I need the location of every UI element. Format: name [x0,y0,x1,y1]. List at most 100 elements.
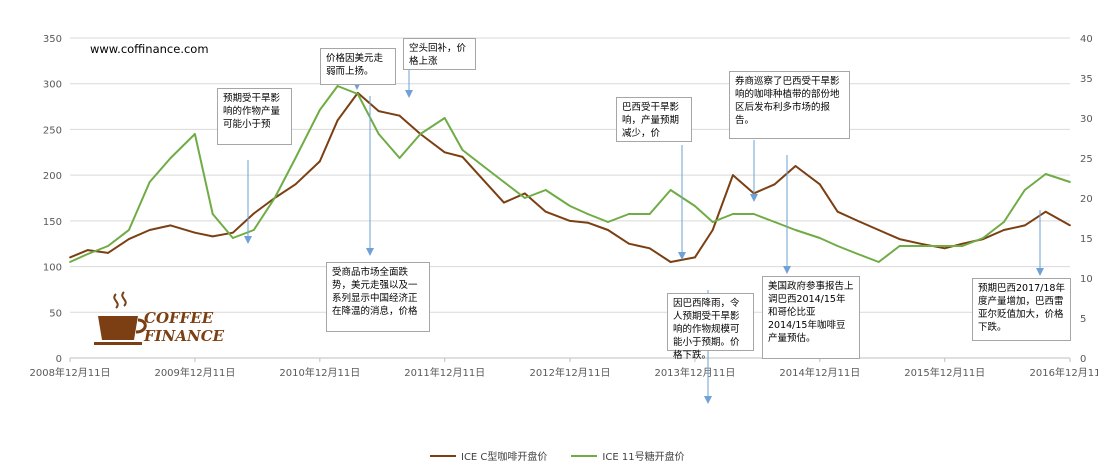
coffee-point-32 [732,174,734,177]
x-tick-label-1: 2009年12月11日 [154,366,235,379]
y-right-tick-1: 5 [1080,314,1086,325]
sugar-point-28 [648,213,651,215]
legend-swatch-sugar [571,454,598,457]
y-right-tick-2: 10 [1080,274,1093,285]
sugar-point-43 [961,245,964,247]
legend-label-sugar: ICE 11号糖开盘价 [602,452,685,463]
y-right-tick-4: 20 [1080,194,1093,205]
sugar-point-29 [669,189,672,191]
sugar-point-34 [773,221,776,223]
website-label: www.coffinance.com [90,42,209,56]
x-tick-label-4: 2012年12月11日 [530,366,611,379]
sugar-point-47 [1044,173,1047,175]
x-tick-label-6: 2014年12月11日 [779,366,860,379]
sugar-point-14 [356,93,359,95]
coffee-point-8 [232,231,234,234]
y-axis-left: 0 50 100 150 200 250 300 350 [43,34,62,365]
sugar-point-3 [127,229,130,231]
sugar-point-25 [586,213,589,215]
coffee-point-21 [503,201,505,204]
coffee-point-9 [252,212,255,215]
logo-text-1: COFFEE [144,309,214,327]
coffee-point-24 [569,220,571,222]
sugar-point-10 [273,197,276,199]
coffee-point-7 [211,235,214,238]
sugar-point-46 [1023,189,1026,191]
annotation-a7: 券商巡察了巴西受干旱影响的咖啡种植带的部份地区后发布利多市场的报告。 [729,71,850,139]
sugar-point-22 [523,197,526,199]
coffee-point-35 [794,165,797,167]
legend: ICE C型咖啡开盘价 ICE 11号糖开盘价 [430,448,709,463]
sugar-point-33 [752,213,755,215]
coffee-point-30 [694,256,696,259]
sugar-point-38 [856,253,859,255]
sugar-point-9 [252,229,255,231]
sugar-point-15 [377,133,380,135]
coffee-point-41 [919,242,922,245]
sugar-point-0 [69,261,71,263]
y-right-tick-5: 25 [1080,154,1093,165]
annotation-a1: 预期受干旱影响的作物产量可能小于预 [217,88,292,145]
coffee-point-11 [294,183,297,186]
sugar-point-6 [194,133,196,135]
coffee-point-39 [877,229,880,231]
coffee-point-31 [711,229,714,231]
legend-label-coffee: ICE C型咖啡开盘价 [461,452,548,463]
sugar-point-5 [169,157,172,159]
legend-item-sugar: ICE 11号糖开盘价 [571,448,685,463]
y-right-tick-6: 30 [1080,114,1093,125]
coffee-point-23 [544,210,547,213]
x-axis: 2008年12月11日 2009年12月11日 2010年12月11日 2011年12… [30,358,1098,379]
x-tick-label-5: 2013年12月11日 [654,366,735,379]
sugar-point-8 [232,237,234,239]
y-left-tick-5: 250 [43,125,62,136]
coffee-point-28 [648,247,651,250]
coffee-point-25 [586,221,589,224]
sugar-point-2 [107,245,109,247]
x-tick-label-3: 2011年12月11日 [404,366,485,379]
sugar-point-17 [419,133,422,135]
sugar-point-11 [294,157,297,159]
coffee-point-37 [836,210,839,213]
annotation-a2: 价格因美元走弱而上扬。 [320,48,396,85]
y-left-tick-0: 0 [56,354,62,365]
coffee-point-40 [898,238,901,241]
sugar-point-37 [836,245,839,247]
x-tick-label-2: 2010年12月11日 [279,366,360,379]
y-left-tick-7: 350 [43,34,62,45]
coffee-cup-icon: COFFEE FINANCE [94,291,225,345]
y-right-tick-0: 0 [1080,354,1086,365]
sugar-point-45 [1003,221,1005,223]
logo-text-2: FINANCE [143,327,225,345]
sugar-point-26 [607,221,609,223]
coffee-point-2 [107,252,109,254]
series-lines [69,85,1071,263]
sugar-point-21 [503,181,505,183]
annotation-a9: 预期巴西2017/18年度产量增加，巴西雷亚尔贬值加大，价格下跌。 [972,278,1071,341]
coffee-point-46 [1023,224,1026,227]
coffee-point-26 [607,229,609,231]
sugar-point-1 [86,253,89,255]
coffee-point-18 [443,151,446,154]
coffee-point-0 [69,256,71,259]
y-right-tick-3: 15 [1080,234,1093,245]
sugar-point-32 [732,213,734,215]
sugar-point-41 [919,245,922,247]
coffee-point-47 [1044,210,1047,213]
y-axis-right: 0 5 10 15 20 25 30 35 40 [1080,34,1093,365]
sugar-point-40 [898,245,901,247]
sugar-point-44 [982,237,984,239]
coffee-point-1 [86,249,89,252]
annotation-a6: 因巴西降雨，令人预期受干旱影响的作物规模可能小于预期。价格下跌。 [667,293,754,361]
coffee-point-48 [1069,224,1071,227]
sugar-point-13 [336,85,339,87]
sugar-point-19 [461,149,464,151]
coffee-point-43 [961,242,964,245]
coffee-point-22 [523,192,526,195]
coffee-point-4 [148,229,151,231]
y-left-tick-1: 50 [49,308,62,319]
coffee-point-20 [482,178,484,181]
y-left-tick-4: 200 [43,171,62,182]
